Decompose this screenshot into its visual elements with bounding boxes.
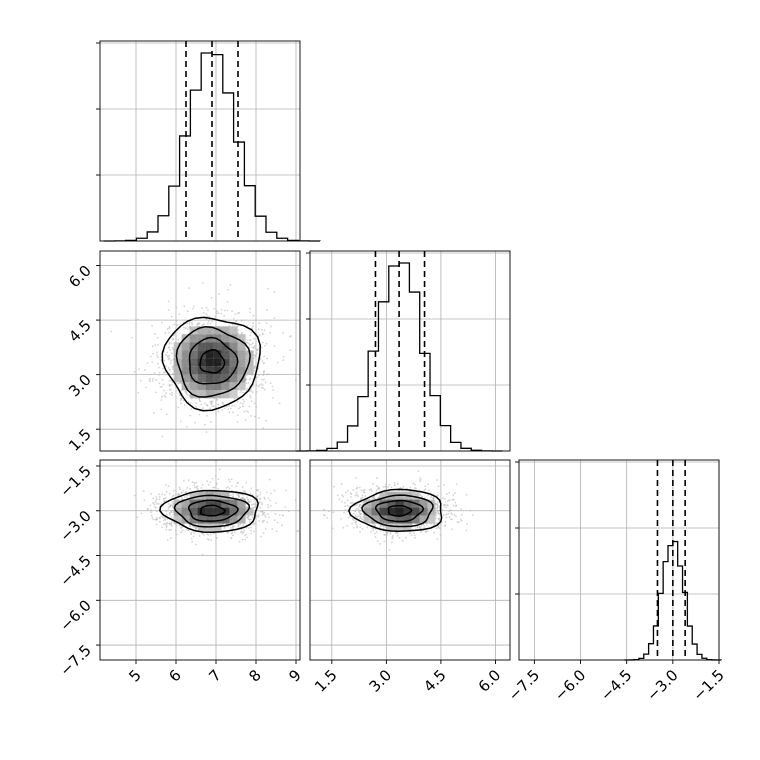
histogram-frame-3 [518, 459, 720, 661]
scatter-points [110, 282, 297, 438]
contour-line [387, 504, 413, 517]
x-tick-label: 7 [205, 666, 224, 685]
y-tick-label: 6.0 [65, 262, 95, 292]
histogram-frame-1 [99, 40, 301, 242]
joint-frame-1 [99, 250, 301, 452]
joint-panel-2 [100, 460, 300, 660]
x-tick-label: 3.0 [366, 666, 396, 696]
joint-frame-2 [99, 459, 301, 661]
contour-line [199, 348, 226, 374]
contour-line [199, 504, 226, 517]
y-tick-label: −4.5 [56, 552, 94, 590]
y-tick-label: 4.5 [65, 316, 95, 346]
histogram-panel-3 [515, 460, 722, 661]
contour-line [175, 325, 251, 398]
y-tick-label: 3.0 [65, 371, 95, 401]
x-tick-label: 9 [285, 666, 304, 685]
joint-panel-3 [310, 460, 510, 660]
x-tick-label: 4.5 [420, 666, 450, 696]
histogram-panel-2 [295, 251, 510, 452]
x-tick-label: −4.5 [597, 666, 635, 704]
contour-line [159, 489, 259, 534]
x-tick-label: −6.0 [551, 666, 589, 704]
x-tick-label: −3.0 [643, 666, 681, 704]
y-tick-label: 1.5 [65, 425, 95, 455]
histogram-panel-1 [96, 41, 321, 242]
y-tick-label: −7.5 [56, 641, 94, 679]
x-tick-label: 6.0 [475, 666, 505, 696]
contour-line [187, 499, 239, 522]
x-tick-label: 8 [245, 666, 264, 685]
y-tick-label: −6.0 [56, 596, 94, 634]
y-tick-label: −1.5 [56, 462, 94, 500]
joint-panel-1 [100, 251, 300, 451]
contour-line [375, 499, 425, 523]
scatter-points [323, 470, 474, 551]
histogram-frame-2 [309, 250, 511, 452]
x-tick-label: 5 [125, 666, 144, 685]
contour-line [347, 488, 443, 532]
x-tick-label: −1.5 [689, 666, 727, 704]
contour-line [161, 316, 261, 412]
contour-line [188, 336, 239, 385]
x-tick-label: 1.5 [311, 666, 341, 696]
y-tick-label: −3.0 [56, 507, 94, 545]
x-tick-label: −7.5 [505, 666, 543, 704]
x-tick-label: 6 [165, 666, 184, 685]
contour-line [173, 494, 251, 528]
contour-line [361, 494, 434, 528]
scatter-points [133, 468, 299, 556]
joint-frame-3 [309, 459, 511, 661]
